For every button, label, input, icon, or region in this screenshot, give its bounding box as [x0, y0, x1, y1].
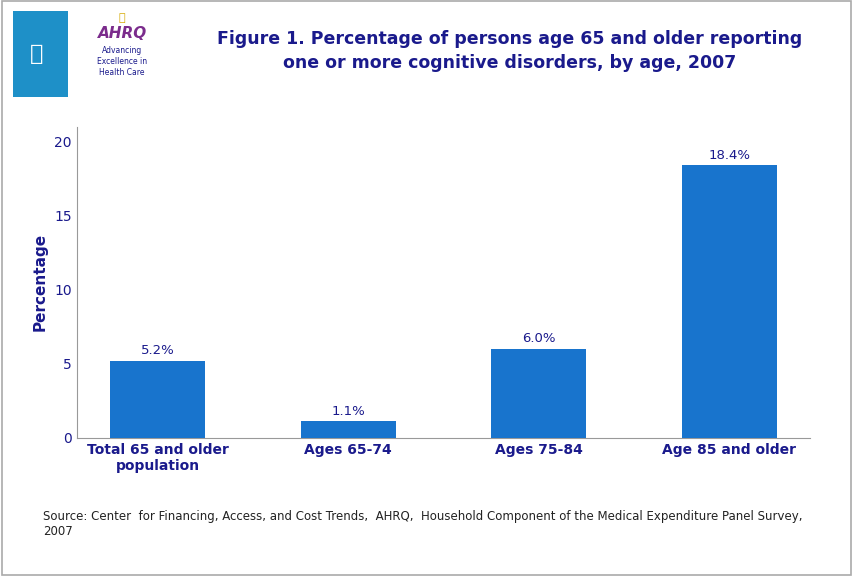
Y-axis label: Percentage: Percentage [32, 233, 47, 331]
Bar [110, 361, 205, 438]
Text: 1.1%: 1.1% [331, 405, 365, 418]
Text: 5.2%: 5.2% [141, 344, 175, 357]
Bar [14, 11, 68, 97]
Text: ⌒: ⌒ [118, 13, 125, 23]
Text: 🦅: 🦅 [30, 44, 43, 64]
Text: Source: Center  for Financing, Access, and Cost Trends,  AHRQ,  Household Compon: Source: Center for Financing, Access, an… [43, 510, 801, 538]
Text: Advancing
Excellence in
Health Care: Advancing Excellence in Health Care [97, 46, 147, 77]
Text: 18.4%: 18.4% [707, 149, 750, 161]
Bar [491, 349, 586, 438]
Bar [681, 165, 776, 438]
Text: Figure 1. Percentage of persons age 65 and older reporting
one or more cognitive: Figure 1. Percentage of persons age 65 a… [216, 31, 802, 72]
Text: 6.0%: 6.0% [521, 332, 555, 345]
Text: AHRQ: AHRQ [97, 26, 147, 41]
Bar [300, 422, 395, 438]
